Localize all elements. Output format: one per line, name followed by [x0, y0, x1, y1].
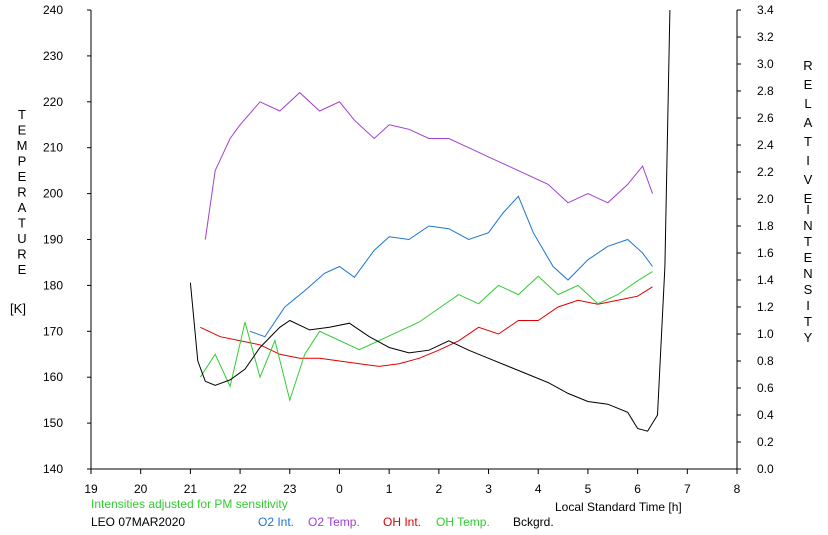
x-tick-label: 5 [585, 482, 592, 496]
right-axis-title-letter: T [804, 134, 812, 149]
right-axis-title-letter: I [806, 153, 810, 168]
series-line-bckgrd [189, 9, 671, 432]
series-lines [189, 9, 671, 432]
right-axis-title-letter: E [804, 77, 813, 92]
x-tick-label: 8 [734, 482, 741, 496]
right-tick-label: 1.4 [757, 273, 774, 287]
right-axis-title-letter: Y [804, 330, 813, 345]
right-tick-label: 3.2 [757, 30, 774, 44]
x-tick-label: 7 [684, 482, 691, 496]
right-tick-label: 2.2 [757, 165, 774, 179]
legend-entry: OH Int. [383, 515, 421, 529]
right-axis-title-letter: E [804, 191, 813, 206]
right-tick-label: 2.8 [757, 84, 774, 98]
right-axis-title-letter: L [804, 96, 811, 111]
left-tick-label: 180 [43, 278, 63, 292]
right-tick-label: 3.4 [757, 3, 774, 17]
right-axis-title-letter: E [804, 250, 813, 265]
left-tick-label: 190 [43, 233, 63, 247]
x-tick-label: 21 [184, 482, 198, 496]
right-tick-label: 0.2 [757, 435, 774, 449]
x-tick-label: 4 [535, 482, 542, 496]
legend-entry: O2 Int. [258, 515, 294, 529]
pm-sensitivity-note: Intensities adjusted for PM sensitivity [91, 497, 288, 511]
left-tick-label: 220 [43, 95, 63, 109]
left-tick-label: 240 [43, 3, 63, 17]
right-tick-label: 0.6 [757, 381, 774, 395]
left-tick-label: 170 [43, 324, 63, 338]
tick-labels: 1401501601701801902002102202302400.00.20… [43, 3, 774, 496]
right-axis-title-letter: I [806, 298, 810, 313]
right-tick-label: 2.4 [757, 138, 774, 152]
station-date-label: LEO 07MAR2020 [91, 515, 185, 529]
x-tick-label: 6 [634, 482, 641, 496]
right-axis-title-letter: N [803, 266, 812, 281]
x-tick-label: 0 [336, 482, 343, 496]
series-line-oh-int [200, 286, 653, 367]
legend-entry: OH Temp. [436, 515, 490, 529]
x-tick-label: 22 [233, 482, 247, 496]
left-axis-title-letter: M [17, 138, 28, 153]
series-line-o2-temp [204, 91, 653, 240]
right-axis-title-letter: N [803, 218, 812, 233]
right-tick-label: 1.0 [757, 327, 774, 341]
left-axis-title-letter: T [18, 216, 26, 231]
left-axis-title-letter: R [17, 247, 26, 262]
left-axis-title-letter: E [18, 123, 27, 138]
x-tick-label: 20 [134, 482, 148, 496]
right-axis-title-letter: T [804, 314, 812, 329]
right-axis-title-letter: I [806, 202, 810, 217]
x-tick-label: 3 [485, 482, 492, 496]
x-tick-label: 23 [283, 482, 297, 496]
right-tick-label: 1.6 [757, 246, 774, 260]
left-axis-title-letter: R [17, 185, 26, 200]
left-tick-label: 230 [43, 49, 63, 63]
x-tick-label: 2 [436, 482, 443, 496]
right-axis-title-letter: T [804, 234, 812, 249]
right-tick-label: 1.2 [757, 300, 774, 314]
left-axis-title-letter: P [18, 154, 27, 169]
right-tick-label: 0.4 [757, 408, 774, 422]
left-tick-label: 140 [43, 462, 63, 476]
left-axis-title-letter: A [18, 200, 27, 215]
left-axis-unit: [K] [10, 301, 26, 316]
legend-entry: O2 Temp. [308, 515, 360, 529]
chart-axes [87, 9, 741, 474]
right-axis-title-letter: S [804, 282, 813, 297]
x-tick-label: 19 [84, 482, 98, 496]
right-tick-label: 0.8 [757, 354, 774, 368]
left-tick-label: 210 [43, 141, 63, 155]
legend: Intensities adjusted for PM sensitivity L… [91, 497, 554, 529]
series-line-o2-int [249, 195, 653, 338]
left-tick-label: 200 [43, 187, 63, 201]
right-axis-title-letter: R [803, 58, 812, 73]
right-axis-title-letter: V [804, 172, 813, 187]
left-axis-title-letter: T [18, 107, 26, 122]
right-tick-label: 2.0 [757, 192, 774, 206]
left-tick-label: 160 [43, 370, 63, 384]
legend-entry: Bckgrd. [513, 515, 554, 529]
right-tick-label: 0.0 [757, 462, 774, 476]
right-tick-label: 3.0 [757, 57, 774, 71]
right-tick-label: 2.6 [757, 111, 774, 125]
series-line-oh-temp [199, 271, 653, 402]
x-tick-label: 1 [386, 482, 393, 496]
right-tick-label: 1.8 [757, 219, 774, 233]
left-axis-title-letter: E [18, 169, 27, 184]
right-axis-title-letter: A [804, 115, 813, 130]
x-axis-title: Local Standard Time [h] [555, 500, 682, 514]
left-tick-label: 150 [43, 416, 63, 430]
left-axis-title-letter: U [17, 231, 26, 246]
left-axis-title-letter: E [18, 262, 27, 277]
